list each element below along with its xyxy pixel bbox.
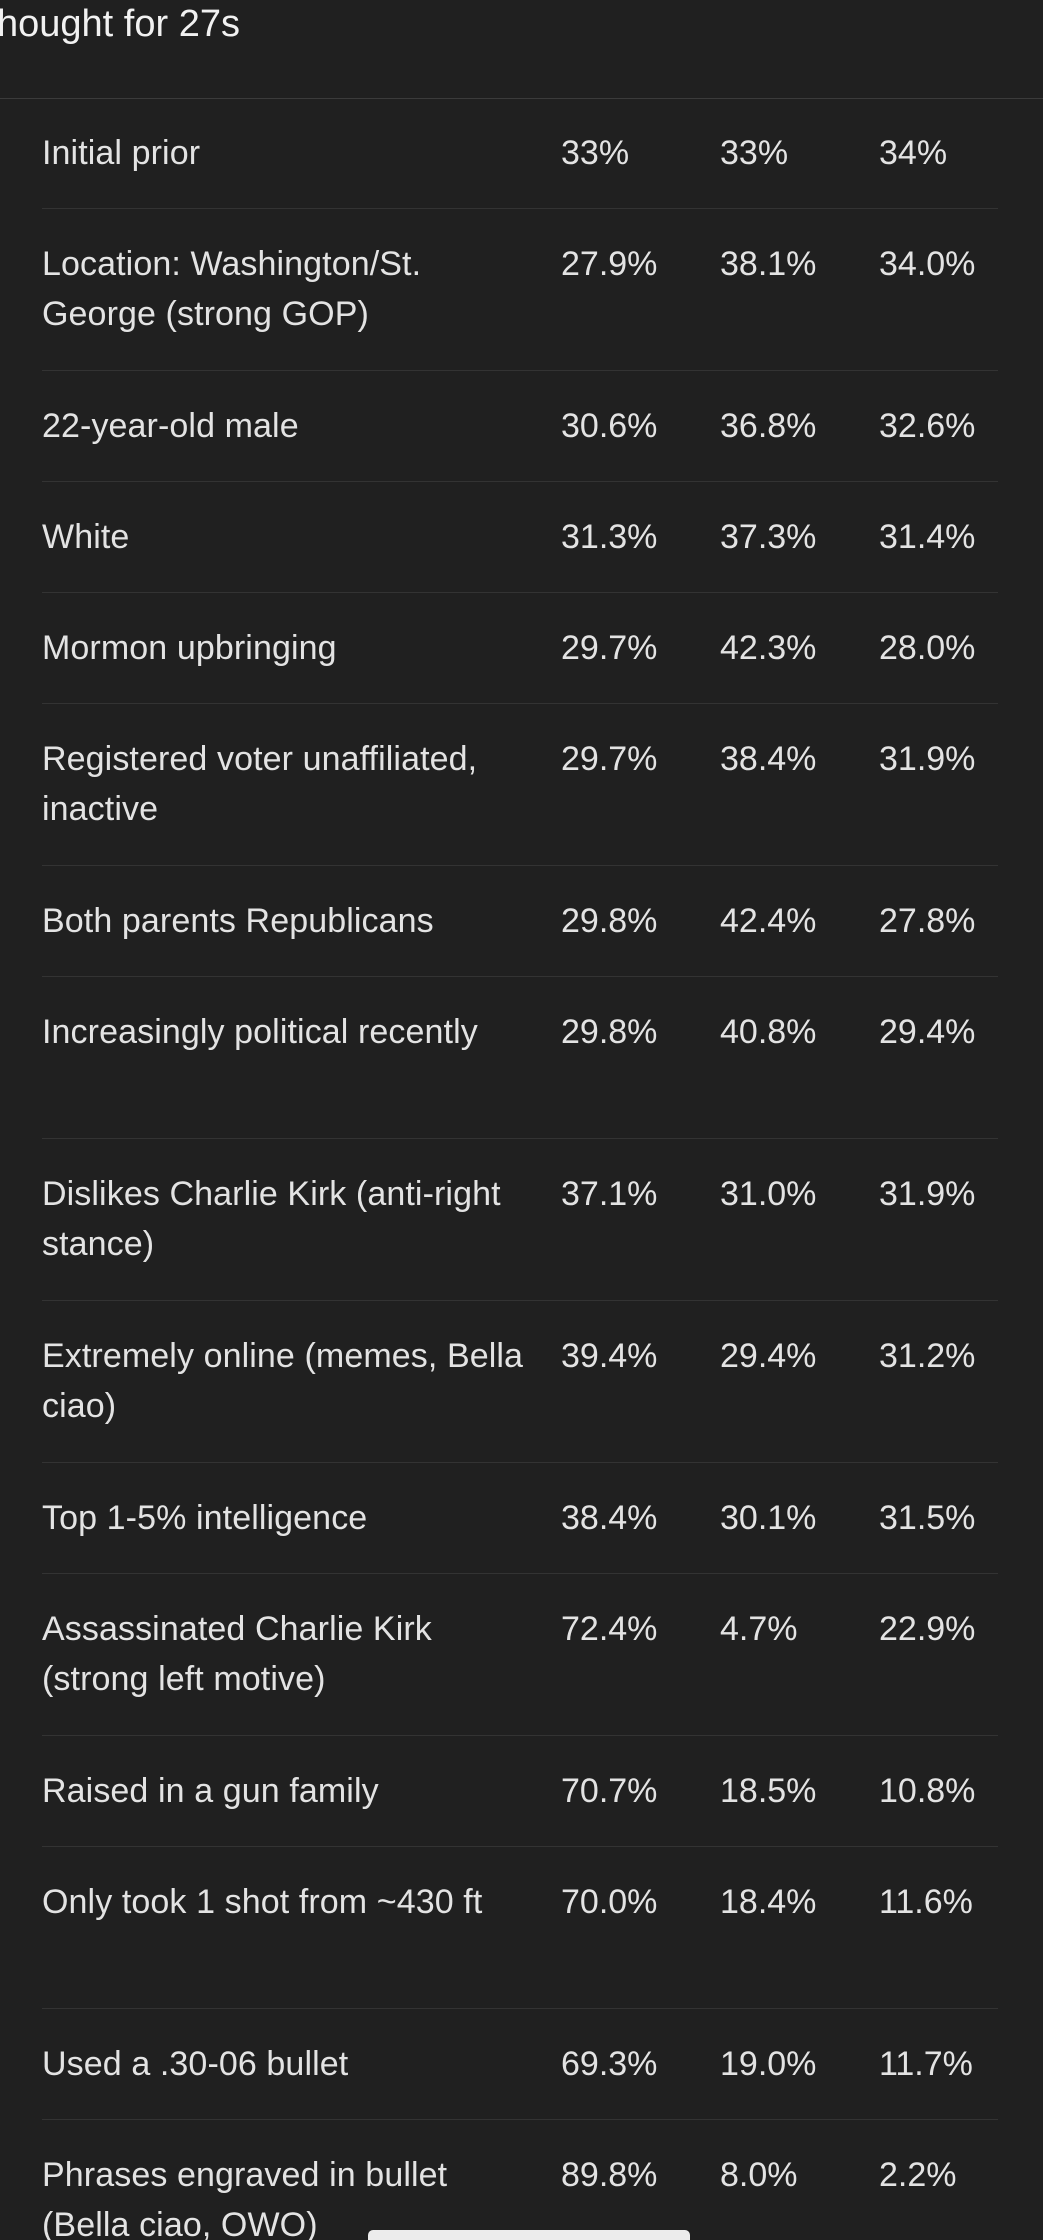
value-column-3: 11.7%: [879, 2045, 973, 2083]
row-label: Location: Washington/St. George (strong …: [42, 245, 422, 333]
value-column-2: 19.0%: [720, 2045, 817, 2083]
row-label: Top 1-5% intelligence: [42, 1499, 368, 1537]
table-row: Mormon upbringing 29.7% 42.3% 28.0%: [42, 593, 998, 704]
value-column-2: 30.1%: [720, 1499, 817, 1537]
value-column-3: 28.0%: [879, 629, 976, 667]
table-row: Only took 1 shot from ~430 ft 70.0% 18.4…: [42, 1847, 998, 2009]
value-column-3: 31.9%: [879, 740, 976, 778]
row-label: Dislikes Charlie Kirk (anti-right stance…: [42, 1175, 501, 1263]
row-label: Extremely online (memes, Bella ciao): [42, 1337, 524, 1425]
table-row: Initial prior 33% 33% 34%: [42, 98, 998, 209]
value-column-2: 18.4%: [720, 1883, 817, 1921]
value-column-2: 42.4%: [720, 902, 817, 940]
value-column-2: 36.8%: [720, 407, 817, 445]
value-column-3: 11.6%: [879, 1883, 973, 1921]
value-column-3: 31.2%: [879, 1337, 976, 1375]
row-label: Both parents Republicans: [42, 902, 434, 940]
row-label: Registered voter unaffiliated, inactive: [42, 740, 478, 828]
value-column-2: 38.4%: [720, 740, 817, 778]
value-column-2: 33%: [720, 134, 789, 172]
value-column-1: 27.9%: [561, 245, 658, 283]
thinking-duration-title[interactable]: hought for 27s: [0, 3, 240, 45]
value-column-1: 70.0%: [561, 1883, 658, 1921]
value-column-2: 42.3%: [720, 629, 817, 667]
value-column-2: 8.0%: [720, 2156, 798, 2194]
value-column-1: 29.8%: [561, 1013, 658, 1051]
row-label: Mormon upbringing: [42, 629, 337, 667]
row-label: 22-year-old male: [42, 407, 299, 445]
row-label: Initial prior: [42, 134, 201, 172]
table-row: Assassinated Charlie Kirk (strong left m…: [42, 1574, 998, 1736]
value-column-2: 18.5%: [720, 1772, 817, 1810]
value-column-3: 29.4%: [879, 1013, 976, 1051]
value-column-3: 31.9%: [879, 1175, 976, 1213]
row-label: Only took 1 shot from ~430 ft: [42, 1883, 483, 1921]
value-column-2: 4.7%: [720, 1610, 798, 1648]
table-row: Used a .30-06 bullet 69.3% 19.0% 11.7%: [42, 2009, 998, 2120]
value-column-1: 69.3%: [561, 2045, 658, 2083]
value-column-3: 34%: [879, 134, 948, 172]
value-column-3: 31.5%: [879, 1499, 976, 1537]
value-column-1: 31.3%: [561, 518, 658, 556]
value-column-3: 27.8%: [879, 902, 976, 940]
value-column-3: 31.4%: [879, 518, 976, 556]
table-row: Extremely online (memes, Bella ciao) 39.…: [42, 1301, 998, 1463]
probability-table: Initial prior 33% 33% 34% Location: Wash…: [42, 98, 998, 2240]
table-row: Location: Washington/St. George (strong …: [42, 209, 998, 371]
row-label: Used a .30-06 bullet: [42, 2045, 349, 2083]
value-column-2: 31.0%: [720, 1175, 817, 1213]
value-column-1: 29.8%: [561, 902, 658, 940]
value-column-1: 37.1%: [561, 1175, 658, 1213]
value-column-1: 72.4%: [561, 1610, 658, 1648]
value-column-3: 34.0%: [879, 245, 976, 283]
row-label: White: [42, 518, 130, 556]
value-column-1: 33%: [561, 134, 630, 172]
table-row: Top 1-5% intelligence 38.4% 30.1% 31.5%: [42, 1463, 998, 1574]
value-column-1: 39.4%: [561, 1337, 658, 1375]
value-column-1: 89.8%: [561, 2156, 658, 2194]
value-column-2: 29.4%: [720, 1337, 817, 1375]
table-row: Raised in a gun family 70.7% 18.5% 10.8%: [42, 1736, 998, 1847]
row-label: Raised in a gun family: [42, 1772, 379, 1810]
table-row: White 31.3% 37.3% 31.4%: [42, 482, 998, 593]
value-column-3: 10.8%: [879, 1772, 976, 1810]
table-row: Increasingly political recently 29.8% 40…: [42, 977, 998, 1139]
table-row: Registered voter unaffiliated, inactive …: [42, 704, 998, 866]
table-row: Both parents Republicans 29.8% 42.4% 27.…: [42, 866, 998, 977]
table-row: Phrases engraved in bullet (Bella ciao, …: [42, 2120, 998, 2240]
row-label: Increasingly political recently: [42, 1013, 478, 1051]
value-column-1: 29.7%: [561, 629, 658, 667]
value-column-1: 29.7%: [561, 740, 658, 778]
value-column-2: 38.1%: [720, 245, 817, 283]
value-column-1: 38.4%: [561, 1499, 658, 1537]
value-column-2: 37.3%: [720, 518, 817, 556]
value-column-3: 2.2%: [879, 2156, 957, 2194]
value-column-2: 40.8%: [720, 1013, 817, 1051]
value-column-1: 30.6%: [561, 407, 658, 445]
value-column-3: 32.6%: [879, 407, 976, 445]
table-row: 22-year-old male 30.6% 36.8% 32.6%: [42, 371, 998, 482]
horizontal-scrollbar[interactable]: [368, 2230, 690, 2240]
row-label: Phrases engraved in bullet (Bella ciao, …: [42, 2156, 448, 2240]
value-column-1: 70.7%: [561, 1772, 658, 1810]
row-label: Assassinated Charlie Kirk (strong left m…: [42, 1610, 432, 1698]
table-row: Dislikes Charlie Kirk (anti-right stance…: [42, 1139, 998, 1301]
thinking-header: hought for 27s: [0, 0, 1043, 99]
value-column-3: 22.9%: [879, 1610, 976, 1648]
